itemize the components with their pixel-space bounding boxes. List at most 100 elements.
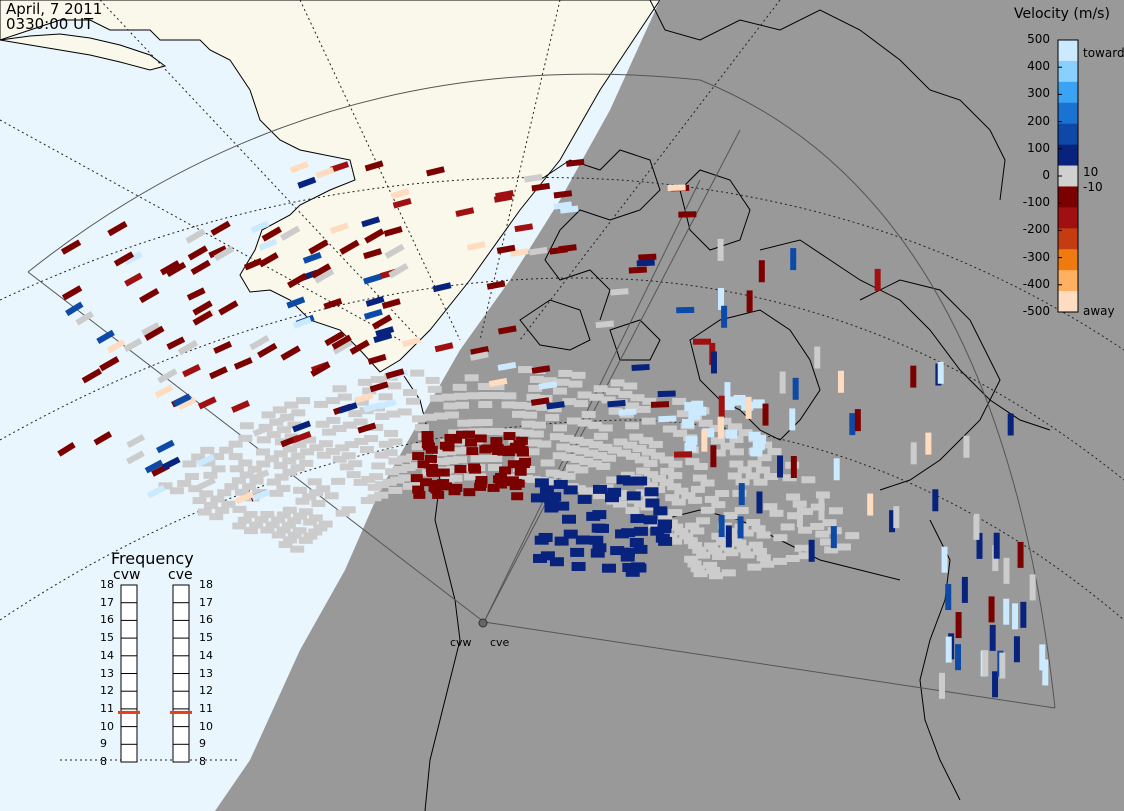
- ground-scatter-cell: [577, 419, 592, 427]
- frequency-tick-right: 14: [199, 648, 213, 662]
- velocity-cell: [631, 363, 650, 372]
- ground-scatter-cell: [335, 444, 350, 452]
- ground-scatter-cell: [712, 552, 727, 560]
- colorbar-segment: [1058, 40, 1078, 62]
- velocity-cell: [976, 532, 983, 559]
- velocity-cell: [208, 245, 228, 259]
- velocity-cell: [57, 441, 76, 457]
- velocity-cell: [963, 435, 970, 458]
- velocity-cell: [678, 211, 697, 218]
- ground-scatter-cell: [740, 551, 755, 559]
- velocity-cell: [629, 538, 644, 548]
- velocity-cell: [625, 567, 640, 577]
- ground-scatter-cell: [266, 478, 281, 486]
- velocity-cell: [503, 432, 516, 441]
- ground-scatter-cell: [570, 455, 585, 463]
- ground-scatter-cell: [690, 485, 705, 493]
- ground-scatter-cell: [810, 503, 825, 511]
- ground-scatter-cell: [798, 507, 813, 515]
- ground-scatter-cell: [639, 437, 654, 445]
- ground-scatter-cell: [780, 523, 795, 531]
- ground-scatter-cell: [509, 428, 524, 436]
- velocity-cell: [758, 260, 765, 283]
- ground-scatter-cell: [291, 409, 306, 417]
- ground-scatter-cell: [332, 385, 347, 393]
- ground-scatter-cell: [234, 488, 249, 496]
- velocity-cell: [710, 445, 717, 468]
- ground-scatter-cell: [598, 424, 613, 432]
- velocity-cell: [463, 488, 476, 497]
- ground-scatter-cell: [526, 475, 541, 483]
- velocity-cell: [833, 458, 840, 481]
- velocity-cell: [1017, 541, 1024, 568]
- velocity-cell: [511, 492, 524, 501]
- ground-scatter-cell: [284, 401, 299, 409]
- ground-scatter-cell: [588, 421, 603, 429]
- ground-scatter-cell: [454, 401, 469, 409]
- ground-scatter-cell: [566, 464, 581, 472]
- frequency-marker: [118, 710, 140, 714]
- ground-scatter-cell: [732, 539, 747, 547]
- ground-scatter-cell: [341, 452, 356, 460]
- velocity-cell: [549, 557, 564, 567]
- velocity-cell: [724, 382, 731, 405]
- colorbar-segment: [1058, 165, 1078, 187]
- velocity-cell: [172, 393, 192, 407]
- ground-scatter-cell: [269, 489, 284, 497]
- ground-scatter-cell: [529, 375, 544, 383]
- velocity-cell: [544, 503, 559, 513]
- ground-scatter-cell: [737, 466, 752, 474]
- ground-scatter-cell: [822, 519, 837, 527]
- frequency-tick-left: 11: [100, 701, 114, 715]
- ground-scatter-cell: [201, 459, 216, 467]
- velocity-cell: [496, 244, 516, 254]
- velocity-cell: [474, 434, 487, 443]
- ground-scatter-cell: [478, 428, 493, 436]
- ground-scatter-cell: [325, 447, 340, 455]
- velocity-cell: [643, 515, 658, 525]
- ground-scatter-cell: [593, 385, 608, 393]
- velocity-cell: [139, 287, 160, 304]
- ground-scatter-cell: [625, 402, 640, 410]
- colorbar-segment: [1058, 60, 1078, 83]
- velocity-cell: [308, 239, 329, 255]
- velocity-cell: [286, 296, 306, 309]
- velocity-cell: [124, 272, 143, 287]
- velocity-cell: [377, 398, 397, 410]
- small-negative-label: -10: [1083, 180, 1103, 194]
- frequency-tick-left: 12: [100, 684, 114, 698]
- ground-scatter-cell: [243, 527, 258, 535]
- ground-scatter-cell: [478, 392, 493, 400]
- ground-scatter-cell: [489, 428, 504, 436]
- ground-scatter-cell: [311, 499, 326, 507]
- ground-scatter-cell: [182, 460, 197, 468]
- velocity-cell: [177, 396, 197, 410]
- velocity-cell: [1029, 574, 1036, 601]
- colorbar-segment: [1058, 291, 1078, 313]
- ground-scatter-cell: [313, 524, 328, 532]
- ground-scatter-cell: [448, 474, 463, 482]
- ground-scatter-cell: [237, 516, 252, 524]
- velocity-cell: [369, 381, 389, 393]
- frequency-radar-2: cve: [168, 567, 193, 583]
- velocity-cell: [292, 420, 312, 433]
- ground-scatter-cell: [361, 475, 376, 483]
- velocity-cell: [310, 263, 332, 279]
- velocity-cell: [93, 431, 113, 446]
- ground-scatter-cell: [388, 457, 403, 465]
- ground-scatter-cell: [801, 476, 816, 484]
- ground-scatter-cell: [715, 538, 730, 546]
- ground-scatter-cell: [836, 543, 851, 551]
- ground-scatter-cell: [729, 460, 744, 468]
- ground-scatter-cell: [477, 383, 492, 391]
- velocity-cell: [324, 330, 345, 347]
- ground-scatter-cell: [556, 443, 571, 451]
- ground-scatter-cell: [239, 471, 254, 479]
- ground-scatter-cell: [521, 466, 536, 474]
- ground-scatter-cell: [322, 428, 337, 436]
- ground-scatter-cell: [815, 530, 830, 538]
- ground-scatter-cell: [315, 420, 330, 428]
- ground-scatter-cell: [641, 448, 656, 456]
- ground-scatter-cell: [309, 444, 324, 452]
- ground-scatter-cell: [371, 462, 386, 470]
